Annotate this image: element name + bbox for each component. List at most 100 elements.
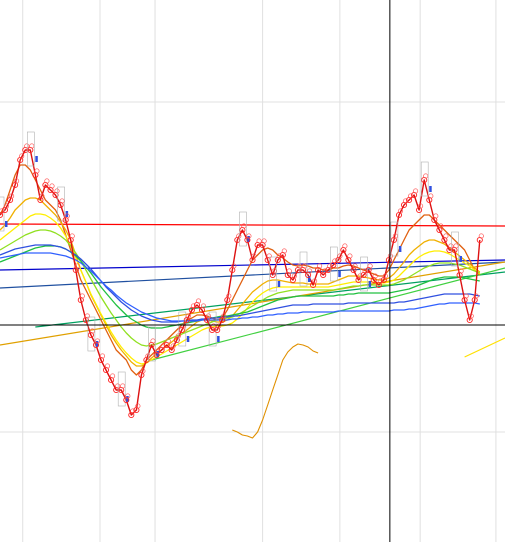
indicator-line xyxy=(0,245,480,329)
price-marker xyxy=(352,263,358,269)
price-marker xyxy=(413,188,419,194)
price-marker xyxy=(367,263,373,269)
price-marker xyxy=(14,178,20,184)
price-marker xyxy=(125,393,131,399)
price-marker xyxy=(332,258,338,264)
price-marker xyxy=(322,268,328,274)
price-marker xyxy=(34,168,40,174)
price-range-box xyxy=(57,186,65,222)
signal-marker xyxy=(338,271,341,277)
support-line xyxy=(232,343,319,439)
price-marker xyxy=(84,313,90,319)
price-marker xyxy=(312,278,318,284)
price-marker xyxy=(211,323,217,329)
price-marker xyxy=(175,333,181,339)
price-marker xyxy=(216,323,222,329)
price-marker xyxy=(241,223,247,229)
price-marker xyxy=(200,303,207,309)
signal-marker xyxy=(217,336,220,342)
price-range-box xyxy=(208,311,217,347)
price-marker xyxy=(478,233,484,239)
price-marker xyxy=(185,313,191,319)
price-marker xyxy=(39,193,45,199)
price-marker xyxy=(418,203,424,209)
indicator-layer xyxy=(0,164,481,439)
price-marker xyxy=(402,198,409,204)
price-range-box xyxy=(117,371,126,407)
trend-line xyxy=(0,261,505,289)
price-marker xyxy=(3,203,10,209)
price-marker xyxy=(347,253,353,259)
trend-line xyxy=(464,337,505,358)
price-marker xyxy=(94,338,101,344)
price-marker xyxy=(54,188,60,194)
indicator-line xyxy=(0,244,480,323)
price-marker xyxy=(377,278,383,284)
price-marker xyxy=(195,298,202,304)
price-marker xyxy=(226,293,232,299)
price-marker xyxy=(99,353,106,359)
price-marker xyxy=(291,273,297,279)
price-marker xyxy=(317,263,323,269)
price-marker xyxy=(276,253,282,259)
price-marker xyxy=(44,178,50,184)
price-marker xyxy=(170,343,176,349)
price-marker xyxy=(160,343,166,349)
price-marker xyxy=(231,263,237,269)
price-marker xyxy=(382,273,388,279)
price-marker xyxy=(140,368,146,374)
price-marker xyxy=(362,268,368,274)
indicator-line xyxy=(0,197,481,367)
signal-marker xyxy=(5,221,8,227)
price-marker xyxy=(155,348,161,354)
price-marker xyxy=(256,238,262,244)
price-range-box xyxy=(0,196,5,232)
price-marker xyxy=(64,213,70,219)
price-marker xyxy=(145,353,151,359)
trend-line xyxy=(0,223,505,227)
signal-marker xyxy=(368,281,372,287)
price-marker xyxy=(221,313,227,319)
price-marker xyxy=(337,253,343,259)
price-marker xyxy=(115,383,121,389)
price-line xyxy=(0,149,481,416)
price-marker xyxy=(9,193,15,199)
price-marker xyxy=(307,268,313,274)
price-marker xyxy=(392,233,398,239)
price-marker xyxy=(468,313,474,319)
trend-line xyxy=(0,261,505,346)
price-marker xyxy=(443,233,449,239)
price-marker xyxy=(110,373,116,379)
price-marker xyxy=(281,248,287,254)
price-range-box xyxy=(329,246,338,282)
signal-marker xyxy=(398,246,402,252)
signal-marker xyxy=(156,351,159,357)
price-marker xyxy=(74,263,80,269)
indicator-line xyxy=(0,164,481,376)
price-range-box xyxy=(148,326,156,362)
signal-marker xyxy=(459,256,462,262)
price-marker xyxy=(190,303,196,309)
price-marker xyxy=(261,238,267,244)
price-range-box xyxy=(269,256,278,292)
price-marker xyxy=(251,253,257,259)
price-marker xyxy=(79,293,85,299)
price-marker xyxy=(286,268,292,274)
signal-marker xyxy=(429,186,432,192)
price-marker xyxy=(423,173,429,179)
price-range-box xyxy=(360,256,368,292)
price-marker xyxy=(372,273,378,279)
price-marker xyxy=(458,268,464,274)
price-marker xyxy=(19,153,25,159)
price-marker xyxy=(448,243,454,249)
signal-marker xyxy=(308,276,311,282)
price-marker xyxy=(296,263,302,269)
signal-marker xyxy=(186,336,190,342)
signal-marker xyxy=(247,236,250,242)
indicator-line xyxy=(0,213,481,365)
price-marker xyxy=(135,403,141,409)
price-marker xyxy=(433,213,439,219)
trend-line-layer xyxy=(0,223,505,361)
